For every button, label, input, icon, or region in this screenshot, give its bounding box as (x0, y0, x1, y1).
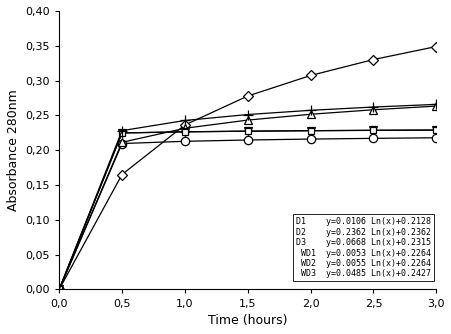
Text: D1    y=0.0106 Ln(x)+0.2128
D2    y=0.2362 Ln(x)+0.2362
D3    y=0.0668 Ln(x)+0.2: D1 y=0.0106 Ln(x)+0.2128 D2 y=0.2362 Ln(… (295, 217, 430, 278)
X-axis label: Time (hours): Time (hours) (207, 314, 287, 327)
Y-axis label: Absorbance 280nm: Absorbance 280nm (7, 89, 20, 211)
